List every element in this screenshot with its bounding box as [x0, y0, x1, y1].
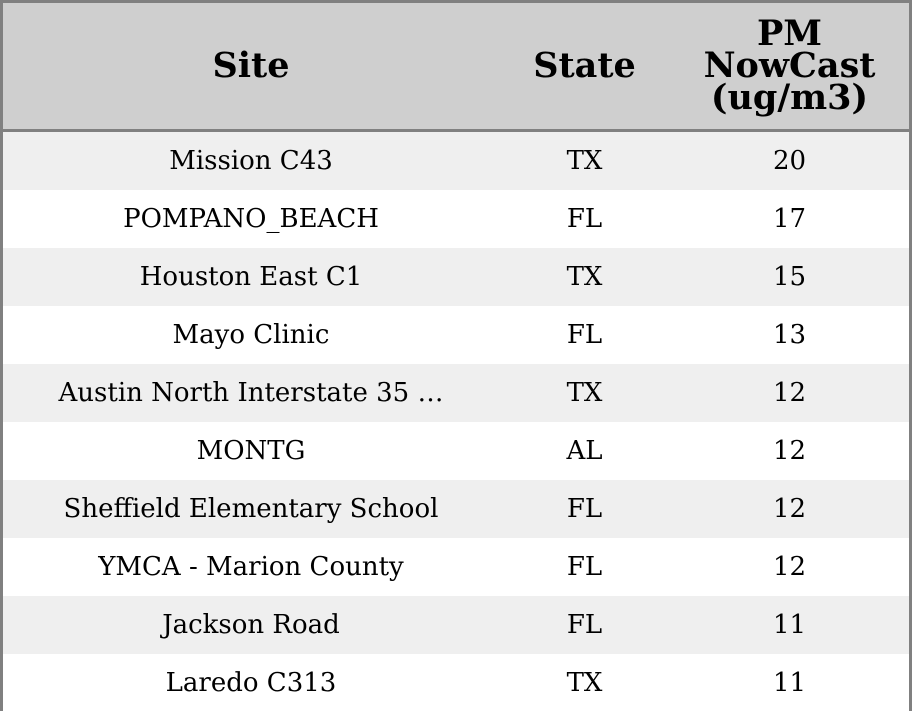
- table-row: Mission C43 TX 20: [3, 131, 909, 191]
- site-cell: Houston East C1: [3, 248, 499, 306]
- state-cell: FL: [499, 596, 670, 654]
- table-row: Jackson Road FL 11: [3, 596, 909, 654]
- state-cell: FL: [499, 538, 670, 596]
- pm-value-cell: 12: [670, 538, 909, 596]
- pm-nowcast-table: Site State PM NowCast (ug/m3) Mission C4…: [3, 3, 909, 712]
- header-site-label: Site: [3, 50, 499, 82]
- header-pm-nowcast: PM NowCast (ug/m3): [670, 3, 909, 131]
- table-body: Mission C43 TX 20 POMPANO_BEACH FL 17 Ho…: [3, 131, 909, 712]
- site-cell: YMCA - Marion County: [3, 538, 499, 596]
- site-cell: MONTG: [3, 422, 499, 480]
- table-row: POMPANO_BEACH FL 17: [3, 190, 909, 248]
- pm-value-cell: 12: [670, 480, 909, 538]
- table-row: YMCA - Marion County FL 12: [3, 538, 909, 596]
- pm-value-cell: 15: [670, 248, 909, 306]
- state-cell: TX: [499, 364, 670, 422]
- table-row: Mayo Clinic FL 13: [3, 306, 909, 364]
- state-cell: FL: [499, 480, 670, 538]
- pm-value-cell: 12: [670, 422, 909, 480]
- state-cell: AL: [499, 422, 670, 480]
- table-row: Houston East C1 TX 15: [3, 248, 909, 306]
- state-cell: TX: [499, 131, 670, 191]
- header-site: Site: [3, 3, 499, 131]
- header-row: Site State PM NowCast (ug/m3): [3, 3, 909, 131]
- site-cell: POMPANO_BEACH: [3, 190, 499, 248]
- site-cell: Austin North Interstate 35 …: [3, 364, 499, 422]
- table-row: Laredo C313 TX 11: [3, 654, 909, 712]
- header-state: State: [499, 3, 670, 131]
- state-cell: FL: [499, 190, 670, 248]
- site-cell: Sheffield Elementary School: [3, 480, 499, 538]
- state-cell: FL: [499, 306, 670, 364]
- table-row: MONTG AL 12: [3, 422, 909, 480]
- state-cell: TX: [499, 248, 670, 306]
- pm-value-cell: 11: [670, 654, 909, 712]
- table-row: Sheffield Elementary School FL 12: [3, 480, 909, 538]
- site-cell: Jackson Road: [3, 596, 499, 654]
- pm-value-cell: 17: [670, 190, 909, 248]
- pm-value-cell: 12: [670, 364, 909, 422]
- site-cell: Mayo Clinic: [3, 306, 499, 364]
- pm-value-cell: 11: [670, 596, 909, 654]
- site-cell: Laredo C313: [3, 654, 499, 712]
- header-pm-line-3: (ug/m3): [670, 82, 909, 114]
- state-cell: TX: [499, 654, 670, 712]
- header-state-label: State: [499, 50, 670, 82]
- site-cell: Mission C43: [3, 131, 499, 191]
- table-row: Austin North Interstate 35 … TX 12: [3, 364, 909, 422]
- table-header: Site State PM NowCast (ug/m3): [3, 3, 909, 131]
- pm-value-cell: 20: [670, 131, 909, 191]
- pm-value-cell: 13: [670, 306, 909, 364]
